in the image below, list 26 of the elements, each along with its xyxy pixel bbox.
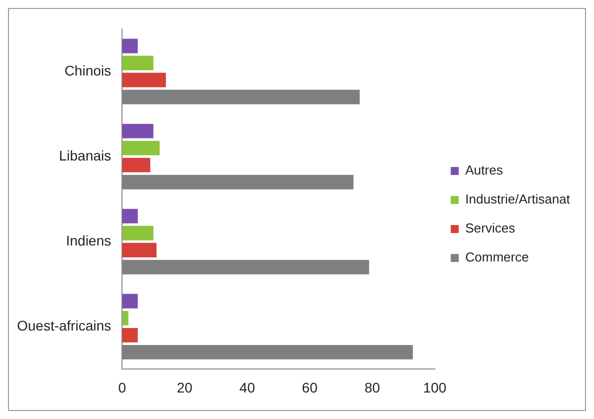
bar (122, 242, 157, 258)
bar (122, 158, 150, 172)
y-tick-label: Indiens (66, 232, 112, 248)
legend-label: Commerce (465, 250, 529, 265)
legend-label: Services (465, 220, 516, 236)
x-tick-label: 0 (118, 379, 126, 396)
y-tick-label: Libanais (58, 147, 112, 164)
x-tick-label: 100 (423, 379, 447, 396)
bar (122, 208, 138, 224)
bar (122, 124, 154, 138)
bar (122, 56, 154, 70)
bar (122, 294, 138, 308)
bar (122, 38, 138, 54)
x-tick-label: 20 (176, 379, 193, 396)
bar (122, 140, 160, 156)
bar (122, 72, 166, 88)
bar (122, 328, 138, 342)
y-tick-label: Chinois (64, 62, 112, 78)
x-tick-label: 80 (364, 379, 380, 396)
bar (122, 310, 128, 326)
legend-label: Industrie/Artisanat (465, 192, 570, 207)
bar (122, 226, 154, 240)
x-tick-label: 60 (302, 379, 318, 396)
y-tick-label: Ouest-africains (16, 318, 112, 334)
legend-label: Autres (465, 162, 504, 178)
x-tick-label: 40 (239, 379, 256, 396)
